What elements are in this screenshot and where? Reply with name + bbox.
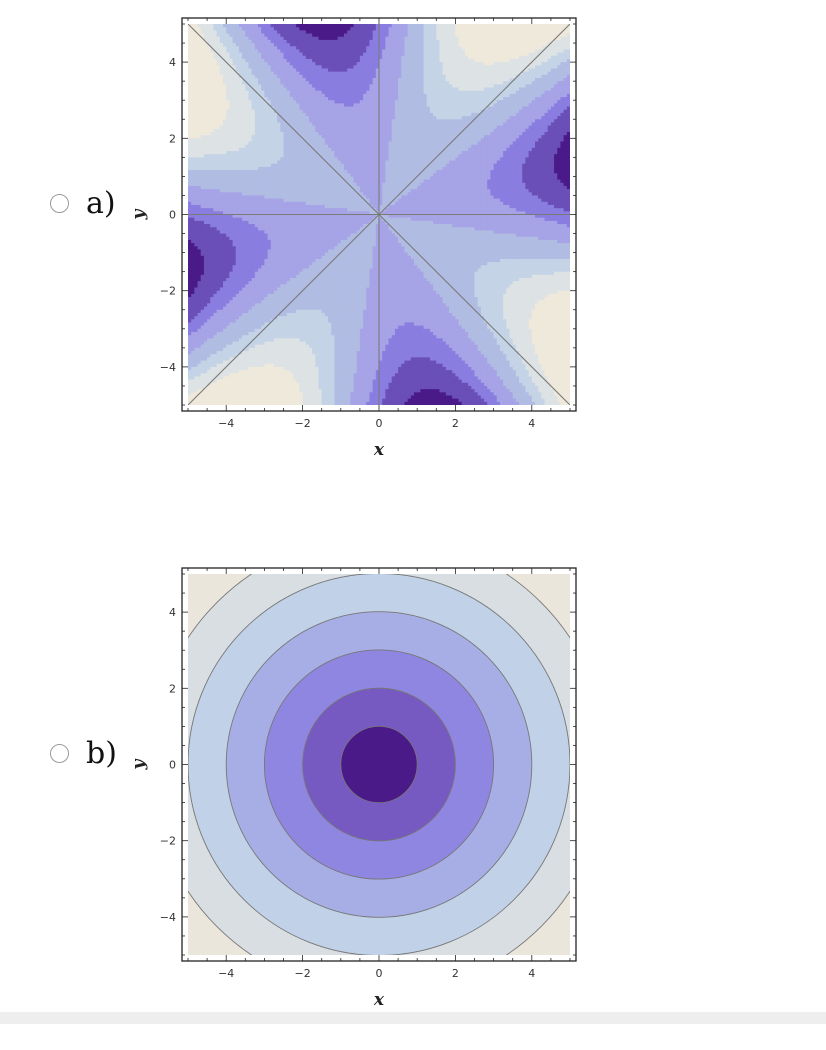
page-bottom-bar [0, 1012, 826, 1024]
x-tick-label: 2 [452, 967, 459, 980]
option-label-b: b) [86, 736, 117, 771]
y-axis-label: y [129, 758, 149, 770]
y-tick-label: −4 [160, 361, 176, 374]
y-tick-label: 4 [169, 56, 176, 69]
contour-plot-b: −4 −2 0 2 4 −4 −2 0 2 4 x y [130, 560, 590, 1020]
x-tick-label: 4 [528, 417, 535, 430]
x-axis-label: x [373, 440, 385, 460]
contour-plot-a: −4 −2 0 2 4 −4 −2 0 2 4 x y [130, 10, 590, 460]
x-tick-label: −2 [294, 967, 310, 980]
radio-button-a[interactable] [50, 194, 69, 213]
x-axis-label: x [373, 990, 385, 1010]
answer-option-b[interactable]: b) −4 −2 0 2 4 −4 −2 0 2 4 x y [0, 550, 826, 1050]
contour-ring-1 [341, 726, 417, 802]
contour-regions [188, 24, 571, 406]
x-tick-label: −2 [294, 417, 310, 430]
radio-button-b[interactable] [50, 744, 69, 763]
y-tick-label: 2 [169, 682, 176, 695]
x-tick-label: −4 [218, 967, 234, 980]
y-tick-label: 0 [169, 209, 176, 222]
y-tick-label: 4 [169, 606, 176, 619]
option-label-a: a) [86, 186, 116, 221]
y-tick-label: −2 [160, 285, 176, 298]
y-tick-label: 2 [169, 132, 176, 145]
y-tick-label: 0 [169, 759, 176, 772]
answer-option-a[interactable]: a) −4 −2 0 2 4 −4 −2 0 2 4 x y [0, 0, 826, 500]
y-axis-label: y [129, 208, 149, 220]
x-tick-label: 2 [452, 417, 459, 430]
x-tick-label: 4 [528, 967, 535, 980]
x-tick-label: 0 [376, 417, 383, 430]
y-tick-label: −2 [160, 835, 176, 848]
x-tick-label: 0 [376, 967, 383, 980]
x-tick-label: −4 [218, 417, 234, 430]
contour-regions [150, 535, 608, 993]
y-tick-label: −4 [160, 911, 176, 924]
zero-contour-lines [188, 24, 570, 405]
